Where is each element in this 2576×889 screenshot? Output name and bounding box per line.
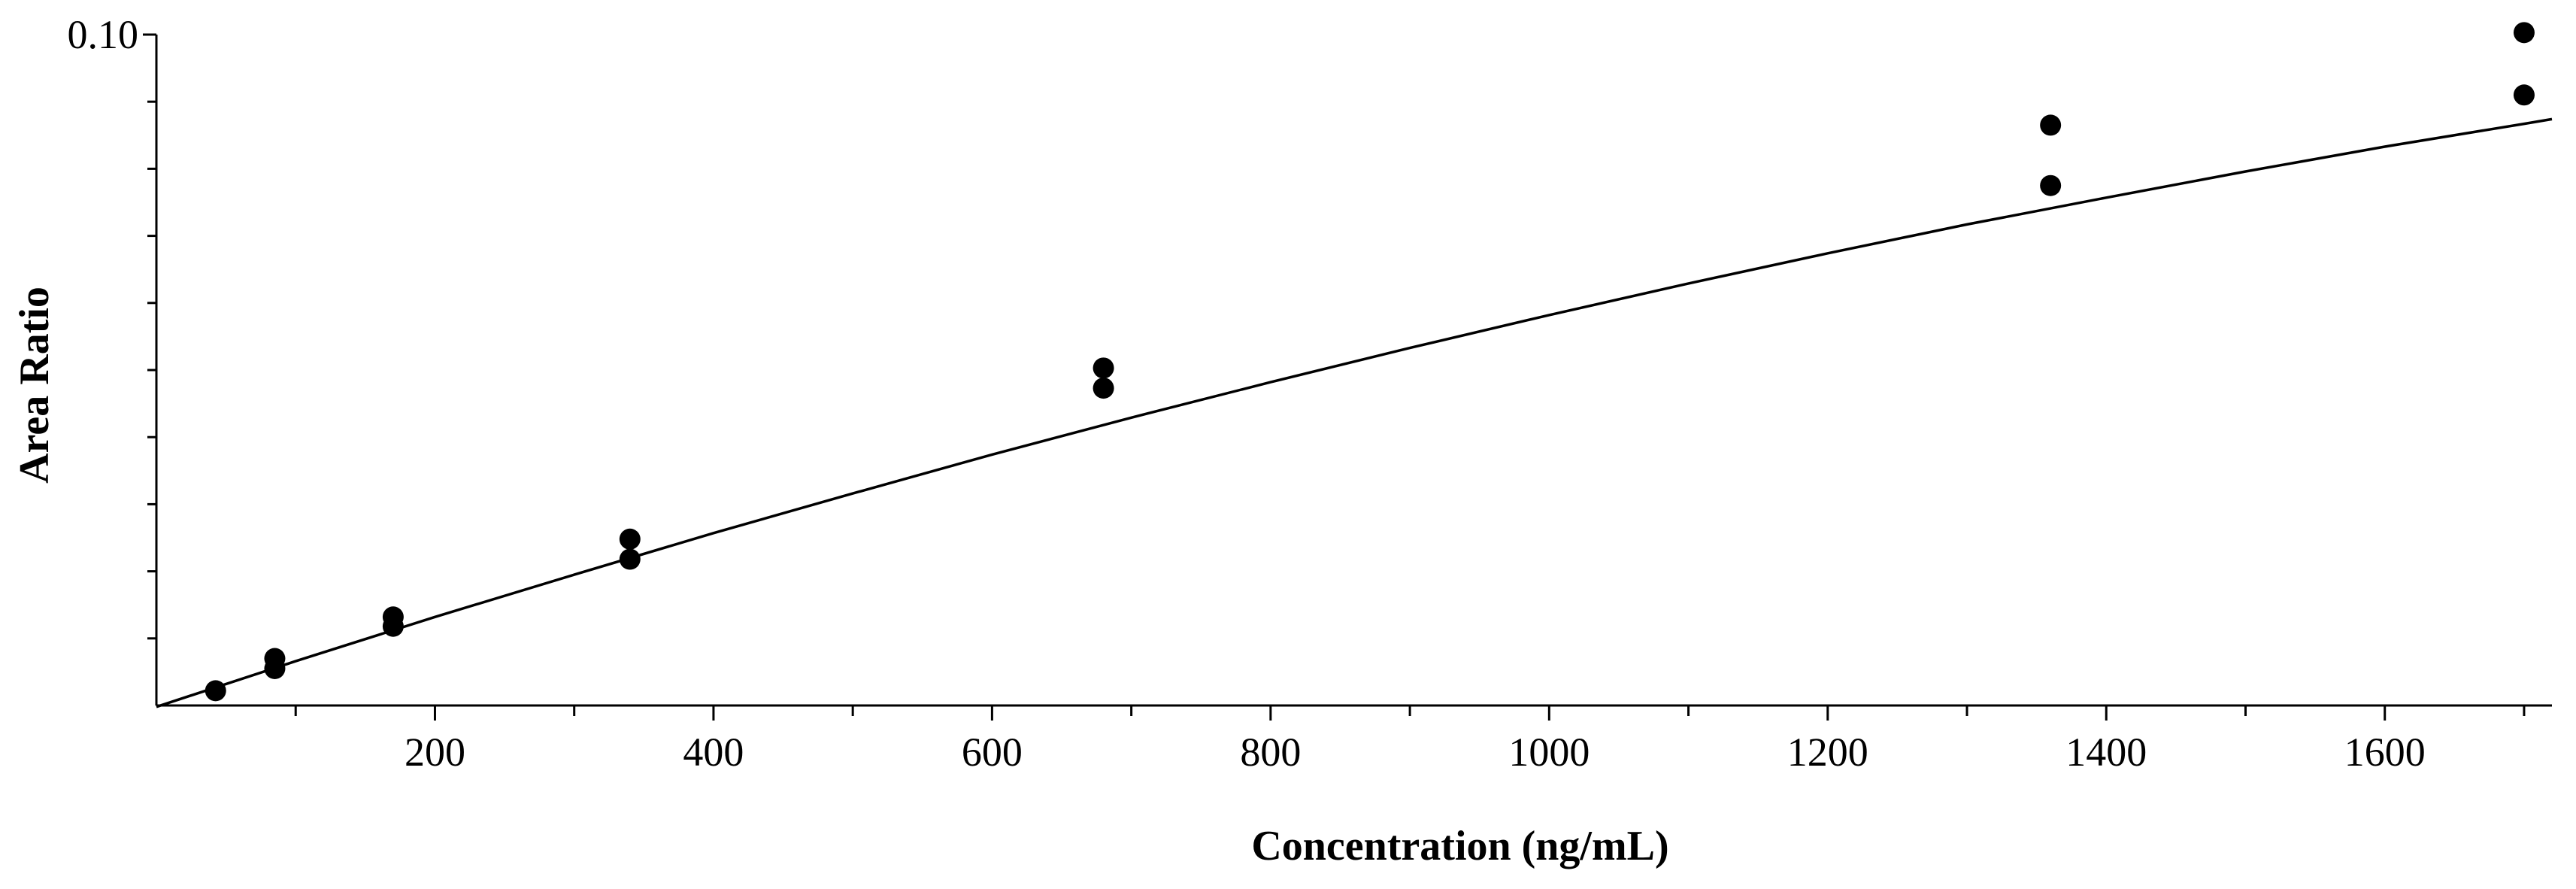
y-tick-label: 0.10 bbox=[68, 12, 139, 57]
data-point bbox=[1093, 378, 1114, 399]
data-point bbox=[2040, 174, 2062, 196]
x-tick-label: 400 bbox=[683, 730, 744, 775]
fit-curve bbox=[156, 117, 2553, 708]
data-points bbox=[205, 22, 2535, 702]
x-tick-label: 1200 bbox=[1787, 730, 1868, 775]
data-point bbox=[619, 528, 641, 550]
x-tick-label: 1400 bbox=[2065, 730, 2147, 775]
x-tick-label: 1000 bbox=[1508, 730, 1590, 775]
x-tick-label: 800 bbox=[1240, 730, 1301, 775]
data-point bbox=[205, 680, 226, 702]
x-ticks: 200 400 600 800 1000 1200 1400 1600 bbox=[294, 705, 2526, 775]
data-point bbox=[2513, 22, 2535, 44]
data-point bbox=[382, 606, 404, 628]
y-axis-title: Area Ratio bbox=[11, 287, 58, 484]
data-point bbox=[2513, 84, 2535, 106]
data-point bbox=[2040, 114, 2062, 136]
x-axis-title: Concentration (ng/mL) bbox=[1251, 823, 1668, 869]
x-tick-label: 600 bbox=[962, 730, 1023, 775]
data-point bbox=[264, 648, 286, 669]
data-point bbox=[1093, 357, 1114, 379]
x-tick-label: 200 bbox=[405, 730, 465, 775]
data-point bbox=[619, 548, 641, 570]
axes bbox=[155, 35, 2552, 707]
y-ticks: 0.10 bbox=[68, 12, 156, 640]
x-tick-label: 1600 bbox=[2344, 730, 2426, 775]
